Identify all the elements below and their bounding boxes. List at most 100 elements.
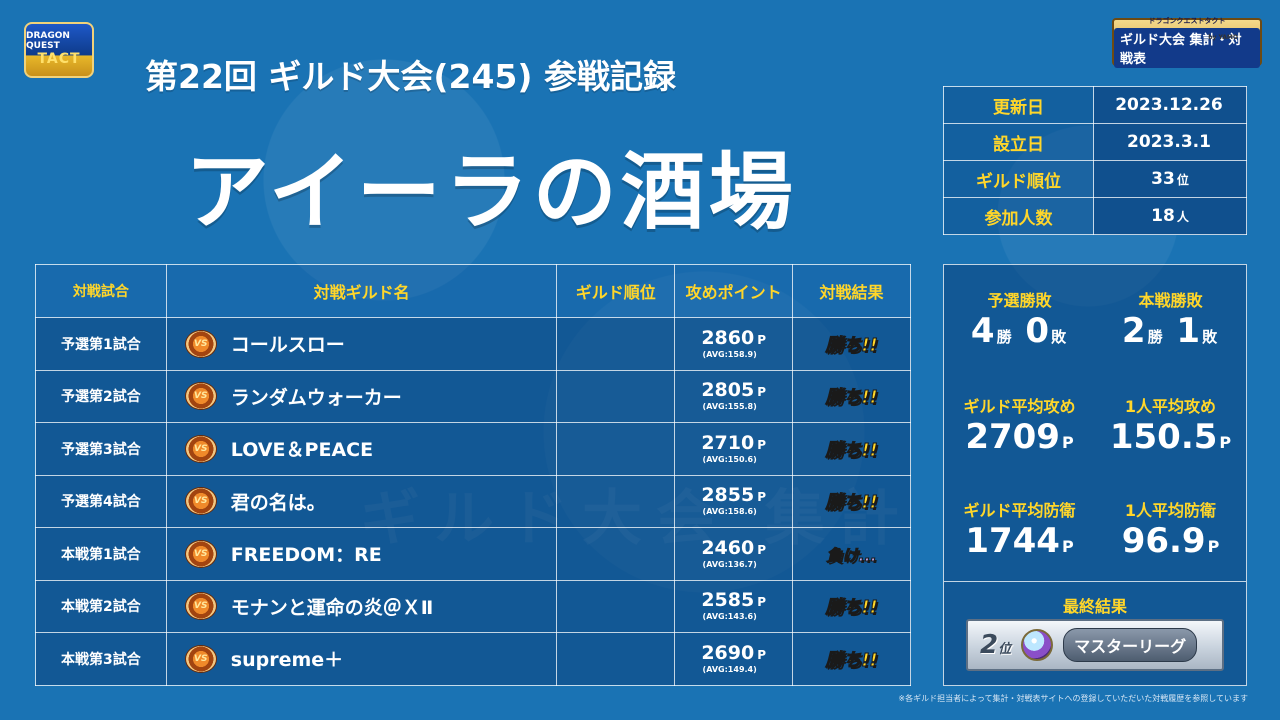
table-row: 本戦第2試合 VS モナンと運命の炎＠ＸⅡ 2585 P (AVG:143.6) 勝ち!! (35, 579, 911, 633)
guild-avg-defense: ギルド平均防衛 1744 P (944, 497, 1095, 567)
guild-avg-attack-label: ギルド平均攻め (963, 397, 1076, 416)
point-unit: P (757, 437, 766, 452)
match-result: 勝ち!! (825, 334, 878, 356)
point-unit: P (1061, 537, 1074, 556)
match-result: 勝ち!! (825, 597, 878, 619)
info-unit: 位 (1176, 173, 1189, 187)
info-value: 2023.12.26 (1093, 86, 1247, 124)
match-points: 2460 (701, 536, 755, 559)
per-avg-defense: 1人平均防衛 96.9 P (1095, 497, 1246, 567)
point-unit: P (757, 490, 766, 505)
site-logo-small: ドラゴンクエストタクト (1148, 17, 1226, 25)
page-subtitle: 第22回 ギルド大会(245) 参戦記録 (145, 57, 676, 96)
per-avg-defense-number: 96.9 (1121, 521, 1206, 561)
table-row: 予選第3試合 VS LOVE＆PEACE 2710 P (AVG:150.6) 勝ち!! (35, 422, 911, 476)
point-unit: P (757, 595, 766, 610)
match-opponent: ランダムウォーカー (230, 386, 402, 409)
match-avg: (AVG:150.6) (702, 454, 757, 464)
match-round: 本戦第3試合 (35, 632, 167, 686)
match-points-cell: 2855 P (AVG:158.6) (674, 474, 794, 528)
header-round: 対戦試合 (35, 264, 167, 318)
match-opponent-cell: VS LOVE＆PEACE (165, 422, 558, 476)
prelim-label: 予選勝敗 (987, 291, 1052, 310)
match-round: 予選第4試合 (35, 474, 167, 528)
vs-icon: VS (184, 487, 217, 516)
per-avg-defense-value: 96.9 P (1095, 521, 1246, 567)
per-avg-attack-value: 150.5 P (1095, 417, 1246, 463)
league-emblem-icon (1021, 629, 1054, 661)
match-round: 予選第2試合 (35, 369, 167, 423)
match-opponent: FREEDOM：RE (230, 544, 382, 567)
header-rank: ギルド順位 (556, 264, 676, 318)
match-opponent-cell: VS FREEDOM：RE (165, 527, 558, 581)
table-row: 予選第4試合 VS 君の名は。 2855 P (AVG:158.6) 勝ち!! (35, 474, 911, 528)
match-result: 負け... (826, 545, 877, 565)
match-result-cell: 負け... (792, 527, 911, 581)
match-opponent-cell: VS コールスロー (165, 317, 558, 371)
logo-small-text: DRAGON QUEST (26, 31, 70, 52)
main-wins: 2 (1121, 311, 1146, 351)
info-key: ギルド順位 (943, 160, 1094, 198)
final-rank: 2位 (980, 630, 1011, 660)
match-opponent-cell: VS モナンと運命の炎＠ＸⅡ (165, 579, 558, 633)
vs-icon: VS (184, 434, 217, 463)
win-unit: 勝 (996, 328, 1012, 346)
guild-avg-attack-value: 2709 P (944, 417, 1095, 463)
guild-avg-defense-value: 1744 P (944, 521, 1095, 567)
match-opponent: コールスロー (230, 334, 345, 357)
footnote: ※各ギルド担当者によって集計・対戦表サイトへの登録していただいた対戦履歴を参照し… (898, 694, 1248, 703)
match-result: 勝ち!! (825, 387, 878, 409)
info-key: 更新日 (943, 86, 1094, 124)
point-unit: P (757, 542, 766, 557)
table-row: 予選第1試合 VS コールスロー 2860 P (AVG:158.9) 勝ち!! (35, 317, 911, 371)
guild-info-table: 更新日 2023.12.26 設立日 2023.3.1 ギルド順位 33 位参加人数 18 人 (943, 86, 1247, 235)
match-opponent-cell: VS ランダムウォーカー (165, 369, 558, 423)
match-result: 勝ち!! (825, 439, 878, 461)
match-points: 2690 (701, 641, 755, 664)
match-round: 予選第3試合 (35, 422, 167, 476)
guild-avg-attack-number: 2709 (965, 417, 1060, 457)
match-points: 2710 (701, 431, 755, 454)
match-avg: (AVG:155.8) (702, 402, 757, 412)
match-result-cell: 勝ち!! (792, 317, 911, 371)
per-avg-attack-number: 150.5 (1109, 417, 1218, 457)
info-value: 33 位 (1093, 160, 1247, 198)
info-value: 18 人 (1093, 197, 1247, 235)
per-avg-attack-label: 1人平均攻め (1124, 397, 1217, 416)
match-round: 本戦第2試合 (35, 579, 167, 633)
site-logo-by: by YAMO (1208, 34, 1238, 41)
match-points-cell: 2710 P (AVG:150.6) (674, 422, 794, 476)
match-result-cell: 勝ち!! (792, 422, 911, 476)
match-opponent-rank (556, 422, 676, 476)
prelim-wins: 4 (970, 311, 995, 351)
table-row: 予選第2試合 VS ランダムウォーカー 2805 P (AVG:155.8) 勝ち!! (35, 369, 911, 423)
game-logo: DRAGON QUEST TACT (24, 22, 94, 78)
vs-icon: VS (184, 592, 217, 621)
info-value: 2023.3.1 (1093, 123, 1247, 161)
info-value-text: 2023.3.1 (1127, 132, 1211, 152)
point-unit: P (1219, 433, 1232, 452)
info-value-text: 2023.12.26 (1115, 95, 1223, 115)
main-losses: 1 (1176, 311, 1201, 351)
match-avg: (AVG:149.4) (702, 664, 757, 674)
per-avg-attack: 1人平均攻め 150.5 P (1095, 393, 1246, 463)
match-result-cell: 勝ち!! (792, 632, 911, 686)
attack-row: ギルド平均攻め 2709 P 1人平均攻め 150.5 P (944, 393, 1246, 463)
final-rank-number: 2 (980, 630, 999, 660)
logo-big-text: TACT (37, 51, 81, 68)
match-result-cell: 勝ち!! (792, 369, 911, 423)
point-unit: P (1061, 433, 1074, 452)
matches-table: 対戦試合 対戦ギルド名 ギルド順位 攻めポイント 対戦結果 予選第1試合 VS コー… (35, 264, 911, 686)
match-points-cell: 2690 P (AVG:149.4) (674, 632, 794, 686)
match-result-cell: 勝ち!! (792, 474, 911, 528)
table-row: 本戦第3試合 VS supreme＋ 2690 P (AVG:149.4) 勝ち!! (35, 632, 911, 686)
header-result: 対戦結果 (792, 264, 911, 318)
match-opponent-rank (556, 369, 676, 423)
info-row: 更新日 2023.12.26 (943, 86, 1247, 124)
info-unit: 人 (1176, 210, 1189, 224)
